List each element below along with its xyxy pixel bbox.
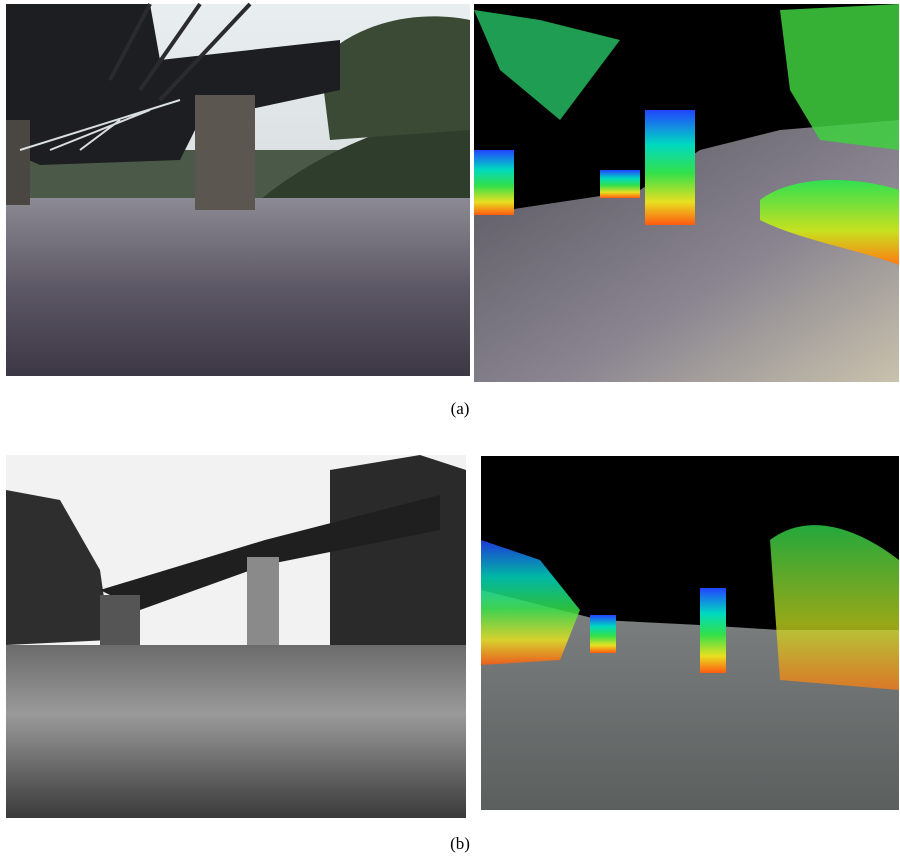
render-a <box>474 4 899 382</box>
caption: (b) <box>450 834 470 853</box>
figure: (a) (b) <box>0 0 900 858</box>
caption: (a) <box>451 399 470 418</box>
photo-a <box>6 4 470 376</box>
photo-b <box>6 455 466 818</box>
render-b <box>481 456 899 810</box>
